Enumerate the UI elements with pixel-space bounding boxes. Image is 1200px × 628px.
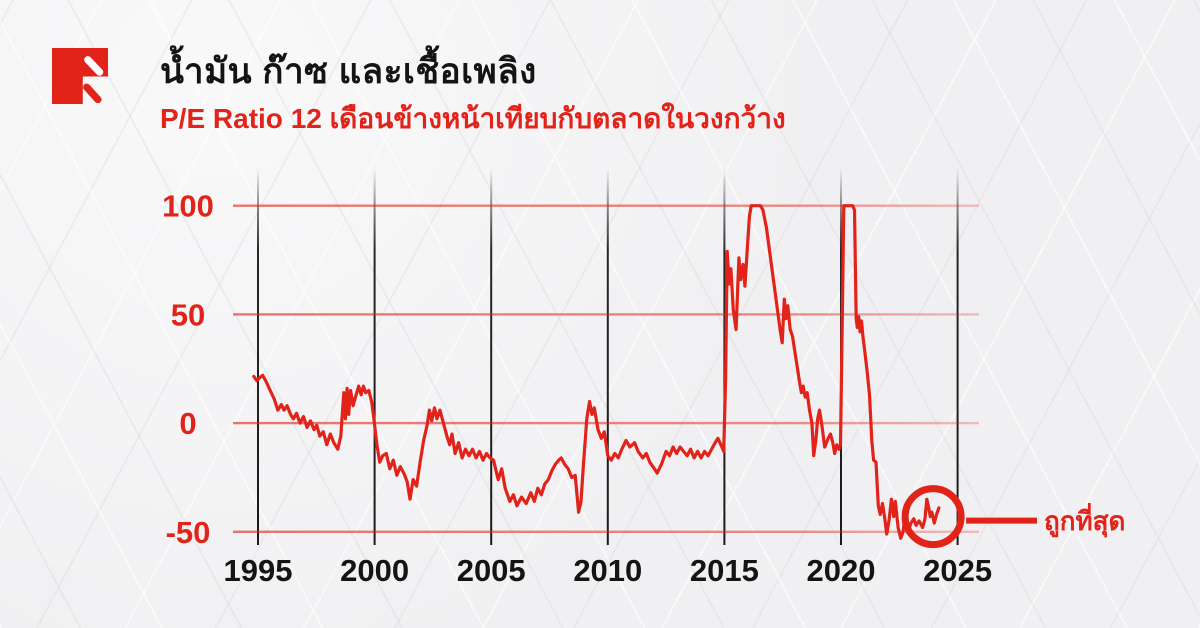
x-axis-labels: 1995 2000 2005 2010 2015 2020 2025 <box>224 553 993 588</box>
x-tick-label: 1995 <box>224 553 293 588</box>
x-tick-label: 2000 <box>340 553 409 588</box>
annotation-label: ถูกที่สุด <box>1044 506 1126 536</box>
page-title: น้ำมัน ก๊าซ และเชื้อเพลิง <box>160 52 537 91</box>
horizontal-gridline <box>233 204 979 207</box>
y-tick-label: 0 <box>179 406 196 441</box>
y-tick-label: 100 <box>162 189 214 224</box>
vertical-gridline <box>606 168 609 545</box>
horizontal-gridline <box>233 421 979 425</box>
brand-logo <box>52 47 108 105</box>
x-tick-label: 2010 <box>573 553 642 588</box>
x-tick-label: 2025 <box>923 553 992 588</box>
annotation-circle <box>901 485 965 549</box>
vertical-gridline <box>490 168 493 545</box>
brand-logo-mark <box>52 48 108 104</box>
logo-white-slash-icon <box>84 56 104 76</box>
vertical-gridline <box>956 168 959 545</box>
horizontal-gridlines <box>233 204 979 533</box>
x-tick-label: 2005 <box>457 553 526 588</box>
page-subtitle: P/E Ratio 12 เดือนข้างหน้าเทียบกับตลาดใน… <box>160 103 786 134</box>
horizontal-gridline <box>233 530 979 533</box>
horizontal-gridline <box>233 313 979 316</box>
vertical-gridline <box>257 168 259 545</box>
pe-ratio-series-line <box>252 204 941 540</box>
x-tick-label: 2015 <box>690 553 759 588</box>
y-tick-label: 50 <box>171 297 205 332</box>
y-axis-labels: 100 50 0 -50 <box>162 189 214 550</box>
vertical-gridline <box>373 168 376 545</box>
logo-red-slash-icon <box>83 83 102 104</box>
x-tick-label: 2020 <box>807 553 876 588</box>
y-tick-label: -50 <box>166 515 211 550</box>
